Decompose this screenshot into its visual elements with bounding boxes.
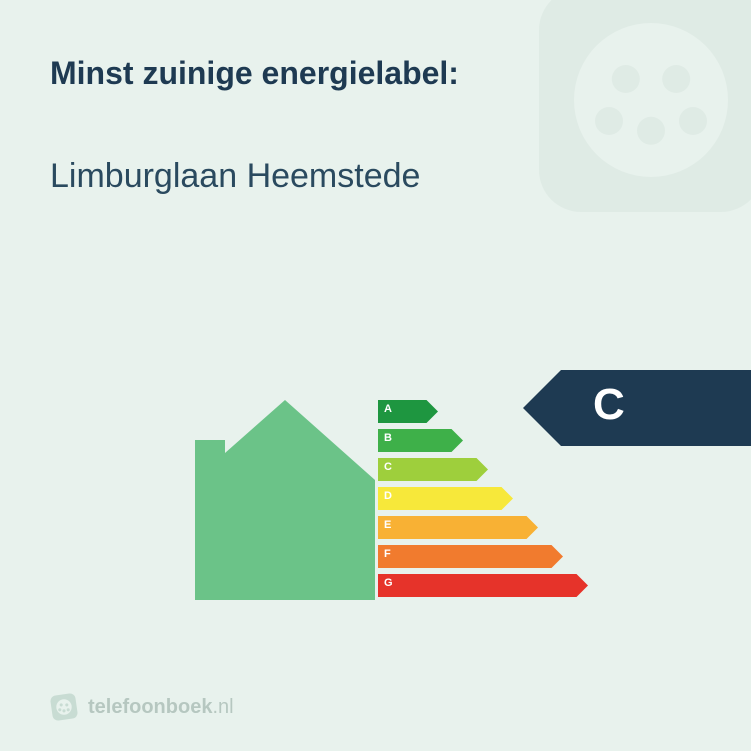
bar-label: A — [384, 403, 392, 415]
bar-shape — [378, 458, 488, 481]
bar-shape — [378, 487, 513, 510]
bar-label: D — [384, 490, 392, 502]
bar-label: C — [384, 461, 392, 473]
footer-brand-name: telefoonboek — [88, 696, 212, 718]
content-area: Minst zuinige energielabel: Limburglaan … — [0, 0, 751, 251]
footer-brand: telefoonboek.nl — [50, 693, 234, 721]
footer-text: telefoonboek.nl — [88, 696, 234, 719]
bar-shape — [378, 574, 588, 597]
page-title: Minst zuinige energielabel: — [50, 55, 701, 92]
bar-shape — [378, 545, 563, 568]
footer-logo-icon — [50, 693, 78, 721]
bar-label: B — [384, 432, 392, 444]
bar-label: F — [384, 548, 391, 560]
rating-letter: C — [593, 380, 625, 430]
bar-shape — [378, 516, 538, 539]
rating-badge: C — [523, 370, 751, 446]
bar-label: G — [384, 577, 393, 589]
location-name: Limburglaan Heemstede — [50, 157, 701, 196]
rating-arrow-shape — [523, 370, 751, 446]
bar-label: E — [384, 519, 391, 531]
house-icon — [165, 385, 375, 610]
footer-brand-suffix: .nl — [212, 696, 233, 718]
